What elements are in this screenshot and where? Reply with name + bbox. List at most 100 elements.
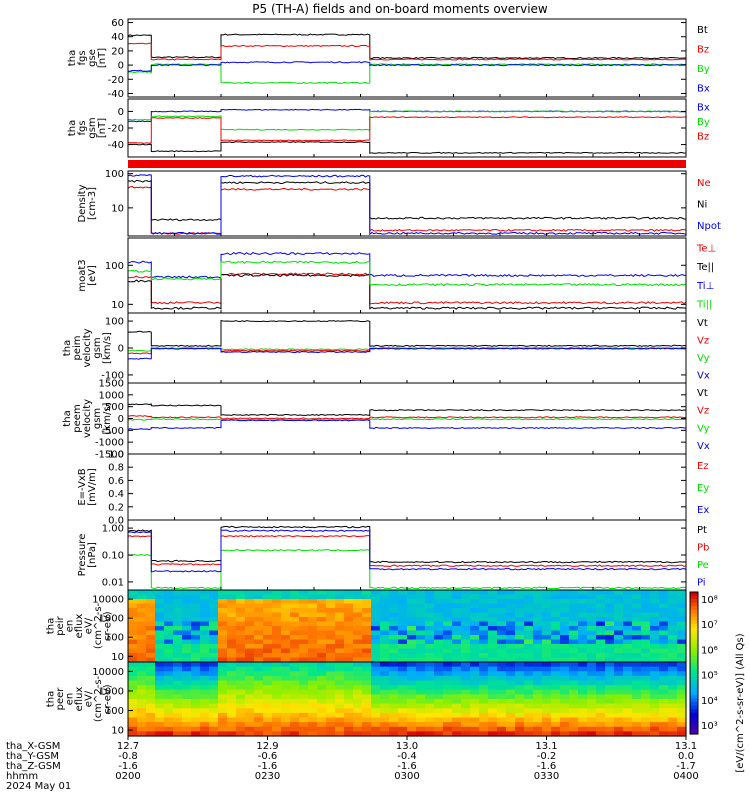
spectrogram-cell xyxy=(623,603,633,609)
spectrogram-cell xyxy=(632,717,642,723)
spectrogram-cell xyxy=(254,680,264,686)
spectrogram-cell xyxy=(389,653,399,659)
spectrogram-cell xyxy=(191,644,201,650)
spectrogram-cell xyxy=(227,671,237,677)
spectrogram-cell xyxy=(344,608,354,614)
spectrogram-cell xyxy=(614,594,624,600)
y-axis-label: sr-eV) xyxy=(103,611,114,640)
spectrogram-cell xyxy=(128,621,138,627)
spectrogram-cell xyxy=(299,717,309,723)
spectrogram-cell xyxy=(164,594,174,600)
spectrogram-cell xyxy=(542,603,552,609)
spectrogram-cell xyxy=(533,630,543,636)
spectrogram-cell xyxy=(542,689,552,695)
spectrogram-cell xyxy=(578,722,588,728)
spectrogram-cell xyxy=(497,626,507,632)
spectrogram-cell xyxy=(182,717,192,723)
spectrogram-cell xyxy=(290,639,300,645)
spectrogram-cell xyxy=(515,626,525,632)
spectrogram-cell xyxy=(272,731,282,737)
spectrogram-cell xyxy=(506,635,516,641)
spectrogram-cell xyxy=(344,731,354,737)
spectrogram-cell xyxy=(569,671,579,677)
spectrogram-cell xyxy=(596,671,606,677)
x-tick-label: -1.6 xyxy=(258,761,278,772)
spectrogram-cell xyxy=(578,653,588,659)
spectrogram-cell xyxy=(605,662,615,668)
spectrogram-cell xyxy=(506,639,516,645)
spectrogram-cell xyxy=(164,666,174,672)
legend-fgs-gsm-Bx: Bx xyxy=(697,102,710,113)
spectrogram-cell xyxy=(299,603,309,609)
spectrogram-cell xyxy=(515,639,525,645)
y-axis-label: eV/ xyxy=(84,690,95,707)
spectrogram-cell xyxy=(128,680,138,686)
spectrogram-cell xyxy=(470,731,480,737)
spectrogram-cell xyxy=(173,662,183,668)
spectrogram-cell xyxy=(326,703,336,709)
spectrogram-cell xyxy=(632,621,642,627)
spectrogram-cell xyxy=(578,644,588,650)
spectrogram-cell xyxy=(533,712,543,719)
spectrogram-cell xyxy=(371,603,381,609)
spectrogram-cell xyxy=(425,599,435,605)
spectrogram-cell xyxy=(281,662,291,668)
spectrogram-cell xyxy=(371,621,381,627)
spectrogram-cell xyxy=(344,712,354,719)
spectrogram-cell xyxy=(389,722,399,728)
spectrogram-cell xyxy=(272,626,282,632)
spectrogram-cell xyxy=(164,621,174,627)
spectrogram-cell xyxy=(542,657,552,663)
spectrogram-cell xyxy=(245,699,255,705)
spectrogram-cell xyxy=(461,626,471,632)
spectrogram-cell xyxy=(263,726,273,732)
spectrogram-cell xyxy=(677,644,687,650)
spectrogram-cell xyxy=(434,708,444,714)
spectrogram-cell xyxy=(326,621,336,627)
spectrogram-cell xyxy=(362,594,372,600)
spectrogram-cell xyxy=(659,612,669,618)
spectrogram-cell xyxy=(200,630,210,636)
spectrogram-cell xyxy=(182,657,192,663)
spectrogram-cell xyxy=(569,662,579,668)
spectrogram-cell xyxy=(416,675,426,682)
spectrogram-cell xyxy=(272,594,282,600)
spectrogram-cell xyxy=(488,726,498,732)
spectrogram-cell xyxy=(326,666,336,672)
y-axis-label: gse xyxy=(87,49,98,67)
spectrogram-cell xyxy=(227,731,237,737)
spectrogram-cell xyxy=(452,680,462,686)
spectrogram-cell xyxy=(182,590,192,596)
y-tick-label: 0.0 xyxy=(108,516,124,527)
spectrogram-cell xyxy=(236,726,246,732)
spectrogram-cell xyxy=(299,685,309,691)
spectrogram-cell xyxy=(281,680,291,686)
spectrogram-cell xyxy=(272,685,282,691)
spectrogram-cell xyxy=(488,703,498,709)
spectrogram-cell xyxy=(659,712,669,719)
spectrogram-cell xyxy=(497,731,507,737)
spectrogram-cell xyxy=(569,708,579,714)
spectrogram-cell xyxy=(362,630,372,636)
spectrogram-cell xyxy=(254,648,264,654)
spectrogram-cell xyxy=(533,666,543,672)
spectrogram-cell xyxy=(380,699,390,705)
spectrogram-cell xyxy=(650,599,660,605)
spectrogram-cell xyxy=(308,671,318,677)
spectrogram-cell xyxy=(155,722,165,728)
spectrogram-cell xyxy=(227,712,237,719)
spectrogram-cell xyxy=(299,722,309,728)
spectrogram-cell xyxy=(551,635,561,641)
spectrogram-cell xyxy=(578,630,588,636)
spectrogram-cell xyxy=(218,644,228,650)
spectrogram-cell xyxy=(461,599,471,605)
spectrogram-cell xyxy=(263,626,273,632)
spectrogram-cell xyxy=(623,726,633,732)
panel-frame xyxy=(127,453,687,521)
spectrogram-cell xyxy=(434,717,444,723)
spectrogram-cell xyxy=(416,699,426,705)
spectrogram-cell xyxy=(623,722,633,728)
spectrogram-cell xyxy=(236,626,246,632)
spectrogram-cell xyxy=(623,717,633,723)
